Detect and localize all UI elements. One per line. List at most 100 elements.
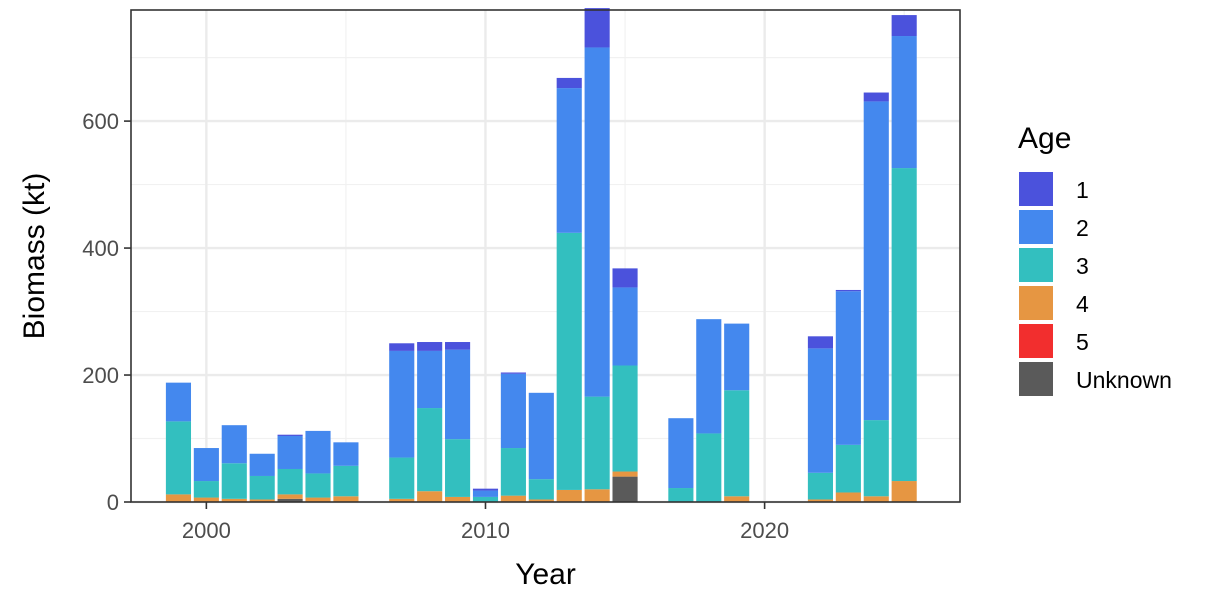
bar-segment-age-1-2007 xyxy=(389,343,415,351)
bar-segment-age-2-2008 xyxy=(417,350,443,409)
bar-segment-age-1-2003 xyxy=(277,434,303,436)
bar-segment-age-3-2017 xyxy=(668,488,694,502)
bar-segment-age-2-2009 xyxy=(445,349,471,440)
panel-border xyxy=(130,9,961,503)
x-tick-label: 2020 xyxy=(740,518,789,543)
legend: Age 1 2 3 4 5 Unknown xyxy=(1018,122,1172,396)
bar-segment-age-4-2015 xyxy=(612,471,638,477)
bar-segment-age-3-2012 xyxy=(528,479,554,500)
bar-segment-age-1-2009 xyxy=(445,342,471,350)
bar-segment-age-3-2005 xyxy=(333,465,359,497)
x-tick-label: 2010 xyxy=(461,518,510,543)
bar-segment-age-4-1999 xyxy=(165,494,192,502)
bar-segment-age-3-2002 xyxy=(249,475,275,500)
bar-segment-age-4-2019 xyxy=(724,496,750,502)
bar-segment-age-2-2022 xyxy=(807,348,833,473)
bar-segment-age-4-2009 xyxy=(445,496,471,502)
bar-segment-age-1-2014 xyxy=(584,8,610,48)
bar-segment-age-2-2012 xyxy=(528,392,554,480)
bar-segment-age-4-2001 xyxy=(221,498,247,502)
bar-segment-age-4-2011 xyxy=(500,495,526,502)
bar-segment-age-3-2007 xyxy=(389,457,415,499)
bar-segment-age-4-2022 xyxy=(807,499,833,502)
y-tick-label: 200 xyxy=(82,363,119,388)
legend-key-age-5 xyxy=(1019,324,1053,358)
legend-label-age-1: 1 xyxy=(1076,177,1089,203)
bar-segment-age-2-2000 xyxy=(193,448,219,482)
bar-segment-age-2-2004 xyxy=(305,430,331,474)
bar-segment-age-3-2014 xyxy=(584,396,610,490)
bar-segment-age-2-2025 xyxy=(891,36,917,169)
y-tick-label: 400 xyxy=(82,236,119,261)
legend-key-age-4 xyxy=(1019,286,1053,320)
x-tick-label: 2000 xyxy=(182,518,231,543)
bar-segment-age-4-2014 xyxy=(584,489,610,502)
bar-segment-age-4-2023 xyxy=(835,492,861,502)
bar-segment-age-1-2023 xyxy=(835,289,861,292)
bar-segment-age-2-2005 xyxy=(333,442,359,466)
bar-segment-age-2-2003 xyxy=(277,435,303,469)
bar-segment-age-3-2009 xyxy=(445,439,471,497)
legend-key-age-3 xyxy=(1019,248,1053,282)
bar-segment-age-2-2010 xyxy=(472,490,499,497)
bar-segment-age-4-2012 xyxy=(528,499,554,502)
bar-segment-age-3-2019 xyxy=(724,390,750,497)
bar-segment-age-2-2007 xyxy=(389,350,415,458)
bar-segment-age-4-2002 xyxy=(249,499,275,502)
x-axis-title: Year xyxy=(515,558,576,591)
bar-segment-age-1-2011 xyxy=(500,372,526,374)
bar-segment-age-3-2010 xyxy=(472,496,499,502)
legend-label-age-3: 3 xyxy=(1076,253,1089,279)
bar-segment-age-4-2024 xyxy=(863,496,889,502)
bar-segment-age-4-2000 xyxy=(193,497,219,502)
bar-segment-age-1-2008 xyxy=(417,342,443,351)
bar-segment-age-2-2001 xyxy=(221,425,247,464)
bar-segment-age-2-2015 xyxy=(612,287,638,366)
legend-label-age-4: 4 xyxy=(1076,291,1089,317)
legend-key-age-1 xyxy=(1019,172,1053,206)
bar-segment-age-3-2003 xyxy=(277,468,303,495)
legend-label-age-unknown: Unknown xyxy=(1076,367,1172,393)
y-tick-label: 0 xyxy=(107,490,119,515)
bar-segment-age-3-2015 xyxy=(612,365,638,472)
bar-segment-age-3-2000 xyxy=(193,481,219,498)
bar-segment-age-4-2003 xyxy=(277,494,303,499)
bar-segment-age-3-2004 xyxy=(305,473,331,498)
bar-segment-age-3-1999 xyxy=(165,421,192,495)
y-tick-label: 600 xyxy=(82,109,119,134)
bar-segment-age-2-2011 xyxy=(500,373,526,449)
bar-segment-age-3-2024 xyxy=(863,420,889,497)
bar-segment-age-1-2025 xyxy=(891,15,917,37)
bar-segment-age-4-2025 xyxy=(891,481,917,502)
bar-segment-age-1-2010 xyxy=(472,488,499,491)
bar-segment-age-2-2024 xyxy=(863,101,889,421)
bar-segment-age-2-2017 xyxy=(668,418,694,489)
bar-segment-age-1-2022 xyxy=(807,336,833,349)
legend-title: Age xyxy=(1018,122,1071,155)
axes: 0 200 400 600 2000 2010 2020 xyxy=(82,9,961,543)
bar-segment-age-2-2014 xyxy=(584,47,610,397)
bar-segment-age-1-2024 xyxy=(863,92,889,102)
bar-segment-age-4-2005 xyxy=(333,496,359,502)
bar-segment-age-unknown-2015 xyxy=(612,476,638,502)
bar-segment-age-2-2023 xyxy=(835,291,861,445)
bar-segment-age-2-1999 xyxy=(165,382,192,422)
bar-segment-age-unknown-2003 xyxy=(277,498,303,502)
bar-segment-age-3-2013 xyxy=(556,232,582,490)
bar-segment-age-4-2013 xyxy=(556,489,582,502)
bar-segment-age-1-2015 xyxy=(612,268,638,288)
bar-segment-age-3-2001 xyxy=(221,463,247,499)
bar-segment-age-2-2018 xyxy=(696,319,722,434)
bar-segment-age-3-2011 xyxy=(500,448,526,496)
bar-segment-age-4-2007 xyxy=(389,498,415,502)
bar-segment-age-3-2022 xyxy=(807,472,833,500)
bar-segment-age-2-2002 xyxy=(249,453,275,476)
bars xyxy=(165,8,917,502)
legend-key-age-2 xyxy=(1019,210,1053,244)
legend-key-age-unknown xyxy=(1019,362,1053,396)
bar-segment-age-2-2013 xyxy=(556,88,582,233)
bar-segment-age-1-2013 xyxy=(556,77,582,89)
bar-segment-age-3-2008 xyxy=(417,408,443,492)
bar-segment-age-4-2008 xyxy=(417,491,443,502)
legend-label-age-5: 5 xyxy=(1076,329,1089,355)
